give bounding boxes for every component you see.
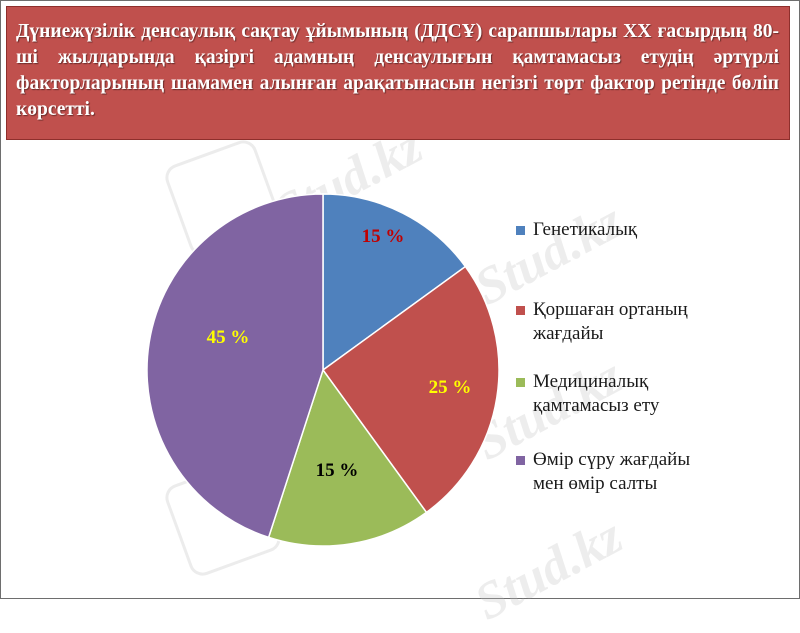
slide-header: Дүниежүзілік денсаулық сақтау ұйымының (…	[6, 6, 790, 140]
pie-slice-4	[146, 193, 324, 539]
data-label-3: 15 %	[316, 460, 359, 481]
legend-swatch	[516, 456, 525, 465]
legend-swatch	[516, 378, 525, 387]
legend-item: Медициналық қамтамасыз ету	[516, 370, 691, 418]
legend-swatch	[516, 306, 525, 315]
pie-slice-3	[267, 368, 428, 547]
data-label-1: 15 %	[362, 226, 405, 247]
legend-label: Қоршаған ортаның жағдайы	[533, 299, 688, 344]
pie-slice-1	[322, 193, 467, 372]
legend-item: Генетикалық	[516, 218, 691, 242]
legend-item: Өмір сүру жағдайы мен өмір салты	[516, 448, 691, 496]
legend-item: Қоршаған ортаның жағдайы	[516, 298, 691, 346]
data-label-2: 25 %	[429, 377, 472, 398]
pie-slice-2	[321, 265, 500, 514]
header-text: Дүниежүзілік денсаулық сақтау ұйымының (…	[16, 21, 779, 120]
legend-swatch	[516, 226, 525, 235]
pie-chart: 15 % 25 % 15 % 45 %	[146, 193, 500, 547]
legend-label: Медициналық қамтамасыз ету	[533, 371, 660, 416]
legend-label: Өмір сүру жағдайы мен өмір салты	[533, 449, 691, 494]
legend-label: Генетикалық	[533, 219, 638, 240]
data-label-4: 45 %	[207, 327, 250, 348]
